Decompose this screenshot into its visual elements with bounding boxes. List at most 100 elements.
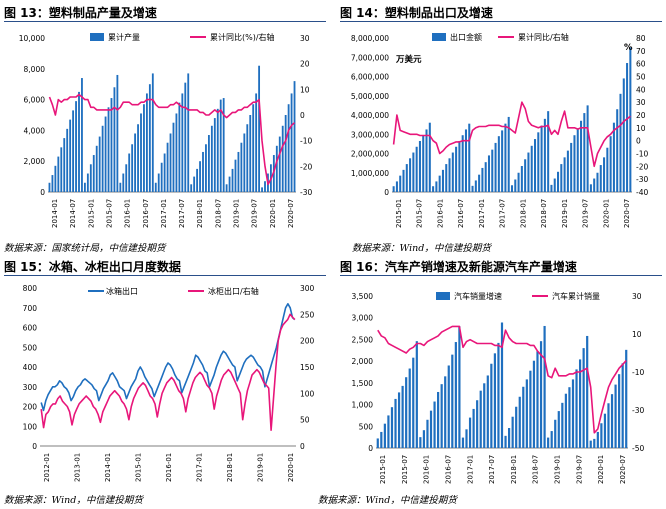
bar <box>419 437 422 448</box>
left-tick-label: 500 <box>359 422 374 431</box>
bar <box>193 176 196 192</box>
bar <box>471 185 474 192</box>
bar <box>476 400 479 448</box>
x-tick-label: 2020-01 <box>269 199 277 228</box>
bar <box>89 164 92 192</box>
bar <box>464 129 467 192</box>
bar <box>479 390 482 448</box>
right-tick-label: 0 <box>636 137 641 146</box>
left-tick-label: 600 <box>23 324 38 333</box>
right-tick-label: -30 <box>636 175 648 184</box>
bar <box>199 161 201 192</box>
bar <box>246 124 249 192</box>
bar <box>515 406 518 448</box>
bar <box>497 342 500 448</box>
bar <box>582 348 585 448</box>
bar <box>537 132 540 192</box>
bar <box>621 363 624 448</box>
bar <box>540 125 543 192</box>
x-tick-label: 2013-01 <box>74 453 82 482</box>
bar <box>568 387 571 448</box>
bar <box>281 125 284 192</box>
bar <box>394 398 397 448</box>
right-tick-label: -30 <box>632 406 644 415</box>
bar <box>104 116 107 192</box>
bar <box>390 407 394 448</box>
bar <box>441 169 444 192</box>
left-tick-label: 3,500 <box>352 292 374 301</box>
bar <box>490 363 493 448</box>
bar <box>563 157 566 192</box>
bar <box>264 181 266 192</box>
bar <box>564 393 567 448</box>
bar <box>589 184 592 192</box>
bar <box>405 377 408 448</box>
x-tick-label: 2015-01 <box>395 199 403 228</box>
right-tick-label: 150 <box>300 363 315 372</box>
series-line <box>392 101 631 168</box>
bar <box>125 164 128 192</box>
bar <box>190 184 193 192</box>
x-tick-label: 2019-01 <box>561 199 569 228</box>
right-tick-label: 40 <box>636 85 646 94</box>
bar <box>518 396 521 448</box>
bar <box>213 118 216 192</box>
left-tick-label: 1,000,000 <box>351 169 389 178</box>
bar <box>205 144 207 192</box>
series-line <box>48 93 296 186</box>
bar <box>438 175 441 192</box>
bar <box>437 391 440 448</box>
x-tick-label: 2017-07 <box>499 199 507 228</box>
bar <box>412 152 415 192</box>
left-tick-label: 8,000 <box>24 65 46 74</box>
bar <box>261 187 263 192</box>
x-tick-label: 2016-01 <box>436 199 444 228</box>
x-tick-label: 2016-01 <box>423 455 431 484</box>
left-tick-label: 0 <box>384 188 389 197</box>
right-tick-label: 30 <box>300 34 310 43</box>
bar <box>527 152 530 192</box>
right-tick-label: 10 <box>632 330 642 339</box>
x-tick-label: 2014-07 <box>69 199 77 228</box>
bar <box>57 156 60 192</box>
right-tick-label: -10 <box>300 137 312 146</box>
legend-swatch <box>90 33 104 41</box>
x-tick-label: 2020-07 <box>619 455 627 484</box>
bar <box>376 438 379 448</box>
bar <box>432 186 435 192</box>
x-tick-label: 2017-01 <box>160 199 168 228</box>
bar <box>525 379 528 448</box>
legend-label: 冰箱出口 <box>106 286 138 296</box>
x-tick-label: 2018-01 <box>196 199 204 228</box>
bar <box>72 110 75 192</box>
bar <box>287 104 290 192</box>
bar <box>616 109 619 192</box>
left-tick-label: 6,000,000 <box>351 73 389 82</box>
x-tick-label: 2019-01 <box>554 455 562 484</box>
bar <box>532 360 536 448</box>
chart-15-source: 数据来源：Wind，中信建投期货 <box>4 495 143 506</box>
bar <box>428 122 431 192</box>
bar <box>95 145 98 192</box>
right-tick-label: 300 <box>300 284 315 293</box>
bar <box>143 104 145 192</box>
bar <box>113 87 116 192</box>
chart-16-plot: 0 500 1,000 1,500 2,000 2,500 3,000 3,500 -50 -30… <box>352 291 645 484</box>
x-tick-label: 2016-01 <box>124 199 132 228</box>
bar <box>290 93 293 192</box>
bar <box>181 93 184 192</box>
x-tick-label: 2018-01 <box>510 455 518 484</box>
x-tick-label: 2012-01 <box>43 453 51 482</box>
bar <box>418 140 421 192</box>
chart-13-title: 图 13：塑料制品产量及增速 <box>4 4 326 22</box>
right-tick-label: 100 <box>300 389 315 398</box>
right-tick-label: 0 <box>300 442 305 451</box>
bar <box>586 335 589 448</box>
bar <box>405 164 408 192</box>
bar <box>606 147 609 192</box>
left-tick-label: 2,000,000 <box>351 150 389 159</box>
bar <box>510 185 514 192</box>
bar <box>154 182 157 192</box>
right-tick-label: 200 <box>300 337 315 346</box>
x-tick-label: 2015-01 <box>135 453 143 482</box>
